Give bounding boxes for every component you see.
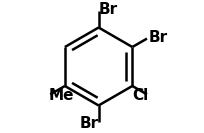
Text: Cl: Cl xyxy=(131,88,148,103)
Text: Me: Me xyxy=(49,88,74,103)
Text: Br: Br xyxy=(148,30,167,45)
Text: Br: Br xyxy=(79,116,98,131)
Text: Br: Br xyxy=(98,2,117,17)
